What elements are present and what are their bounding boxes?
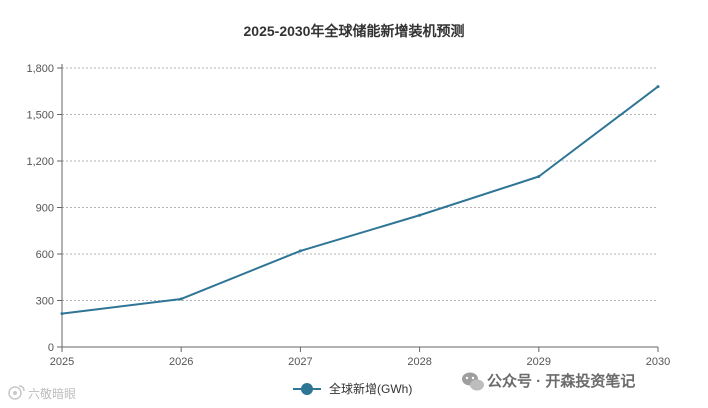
weibo-icon	[8, 385, 25, 400]
legend[interactable]: 全球新增(GWh)	[293, 381, 412, 396]
left-watermark: 六敬暗眼	[8, 385, 76, 401]
legend-label: 全球新增(GWh)	[329, 381, 412, 396]
x-tick-label: 2028	[407, 356, 431, 368]
data-point	[418, 213, 422, 217]
watermark-brand: 公众号 · 开森投资笔记	[487, 372, 635, 390]
legend-dot-marker	[301, 383, 313, 395]
wechat-icon	[462, 372, 484, 391]
y-tick-label: 1,800	[26, 63, 54, 75]
y-axis-ticks: 0 300 600 900 1,200 1,500 1,800	[26, 63, 62, 354]
y-tick-label: 0	[48, 342, 54, 354]
left-watermark-text: 六敬暗眼	[28, 386, 76, 401]
data-point	[179, 297, 183, 301]
data-point	[537, 175, 541, 178]
x-tick-label: 2029	[527, 356, 551, 368]
y-tick-label: 600	[36, 249, 54, 261]
x-tick-label: 2025	[50, 356, 74, 368]
x-tick-label: 2026	[169, 356, 193, 368]
x-axis: 2025 2026 2027 2028 2029 2030	[50, 64, 670, 368]
chart-title: 2025-2030年全球储能新增装机预测	[244, 23, 465, 39]
y-tick-label: 1,500	[26, 110, 54, 122]
x-tick-label: 2027	[288, 356, 312, 368]
y-tick-label: 300	[36, 296, 54, 308]
data-point	[298, 249, 302, 253]
series-line	[61, 85, 659, 315]
series-lines	[60, 85, 660, 316]
wechat-watermark: 公众号 · 开森投资笔记	[462, 372, 635, 391]
grid-lines	[62, 67, 658, 301]
y-tick-label: 900	[36, 203, 54, 215]
x-tick-label: 2030	[646, 356, 670, 368]
data-point	[656, 85, 660, 89]
data-point	[60, 312, 64, 316]
y-tick-label: 1,200	[26, 156, 54, 168]
